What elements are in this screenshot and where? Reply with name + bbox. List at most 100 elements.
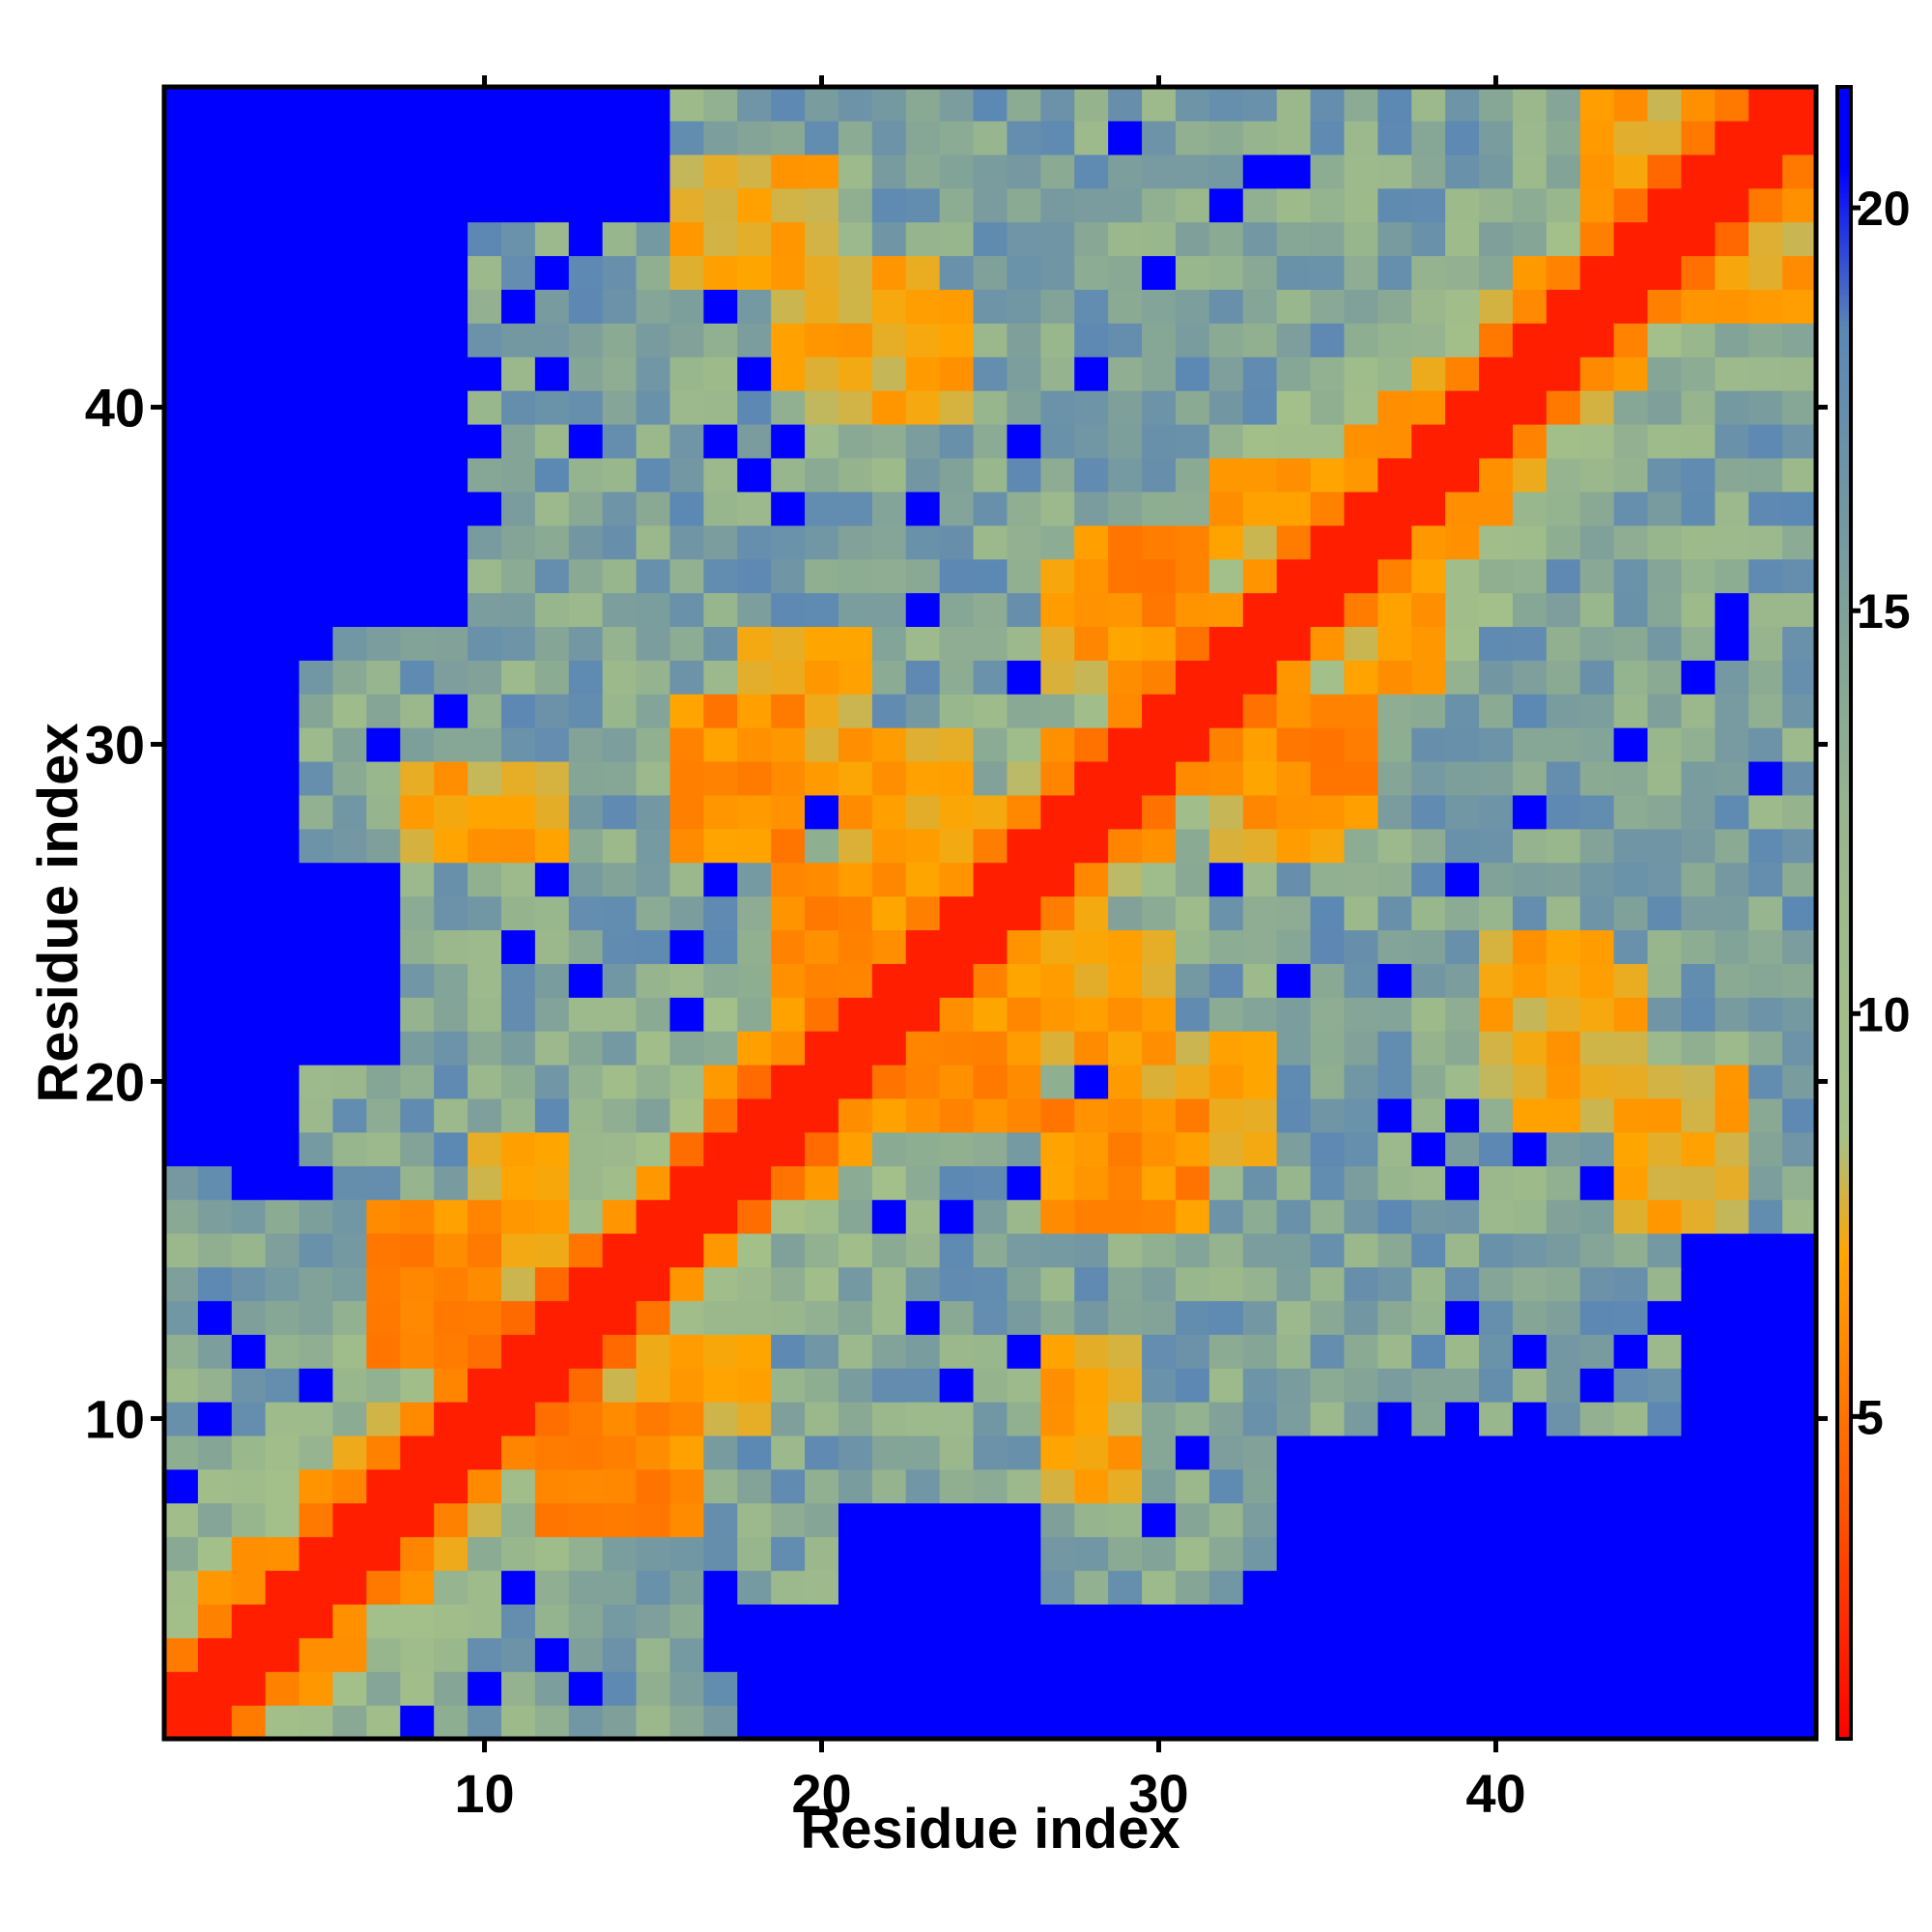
heatmap-cell xyxy=(1242,457,1278,493)
heatmap-cell xyxy=(805,929,839,964)
heatmap-cell xyxy=(265,727,300,762)
heatmap-cell xyxy=(1208,592,1244,627)
heatmap-cell xyxy=(805,423,839,459)
heatmap-cell xyxy=(1512,1131,1548,1167)
heatmap-cell xyxy=(1142,727,1177,762)
heatmap-cell xyxy=(1715,1705,1749,1740)
heatmap-cell xyxy=(332,1604,367,1638)
heatmap-cell xyxy=(1613,1233,1649,1268)
heatmap-cell xyxy=(636,1300,671,1335)
heatmap-cell xyxy=(1613,727,1649,762)
heatmap-cell xyxy=(434,1705,469,1740)
heatmap-cell xyxy=(1344,87,1378,122)
heatmap-cell xyxy=(669,660,704,695)
heatmap-cell xyxy=(1647,626,1683,661)
heatmap-cell xyxy=(1208,1604,1244,1638)
heatmap-cell xyxy=(1411,1199,1446,1235)
heatmap-cell xyxy=(434,221,469,257)
heatmap-cell xyxy=(1681,1334,1716,1369)
heatmap-cell xyxy=(534,828,570,864)
heatmap-cell xyxy=(434,727,469,762)
heatmap-cell xyxy=(636,1435,671,1470)
heatmap-cell xyxy=(871,221,907,257)
heatmap-cell xyxy=(1310,963,1346,998)
heatmap-cell xyxy=(1613,1097,1649,1133)
heatmap-cell xyxy=(805,1671,839,1706)
heatmap-cell xyxy=(1142,963,1177,998)
heatmap-cell xyxy=(197,1671,233,1706)
heatmap-cell xyxy=(1647,1334,1683,1369)
heatmap-cell xyxy=(703,997,738,1032)
heatmap-cell xyxy=(1512,1705,1548,1740)
heatmap-cell xyxy=(434,1570,469,1605)
heatmap-cell xyxy=(1074,120,1109,156)
heatmap-cell xyxy=(534,154,570,189)
heatmap-cell xyxy=(1647,1131,1683,1167)
heatmap-cell xyxy=(1142,1705,1177,1740)
heatmap-cell xyxy=(400,1233,435,1268)
heatmap-cell xyxy=(669,1131,704,1167)
heatmap-cell xyxy=(939,828,975,864)
heatmap-cell xyxy=(366,1705,401,1740)
heatmap-cell xyxy=(1242,390,1278,425)
heatmap-cell xyxy=(468,592,502,627)
heatmap-cell xyxy=(1208,221,1244,257)
heatmap-cell xyxy=(1108,1402,1143,1436)
heatmap-cell xyxy=(871,1334,907,1369)
heatmap-cell xyxy=(500,760,536,796)
heatmap-cell xyxy=(871,760,907,796)
heatmap-cell xyxy=(1647,255,1683,290)
heatmap-cell xyxy=(771,356,806,391)
heatmap-cell xyxy=(400,895,435,931)
heatmap-cell xyxy=(164,457,199,493)
heatmap-cell xyxy=(1445,1165,1480,1201)
heatmap-cell xyxy=(602,1300,638,1335)
heatmap-cell xyxy=(1344,1402,1378,1436)
heatmap-cell xyxy=(500,862,536,897)
heatmap-cell xyxy=(197,255,233,290)
heatmap-cell xyxy=(332,1065,367,1099)
heatmap-cell xyxy=(1748,457,1783,493)
heatmap-cell xyxy=(1681,1368,1716,1403)
heatmap-cell xyxy=(1681,1705,1716,1740)
heatmap-cell xyxy=(468,895,502,931)
heatmap-cell xyxy=(1074,1502,1109,1538)
heatmap-cell xyxy=(1782,963,1817,998)
heatmap-cell xyxy=(805,963,839,998)
heatmap-cell xyxy=(400,626,435,661)
heatmap-cell xyxy=(905,626,941,661)
heatmap-cell xyxy=(703,289,738,324)
heatmap-cell xyxy=(534,1334,570,1369)
heatmap-cell xyxy=(1175,626,1210,661)
heatmap-cell xyxy=(1208,255,1244,290)
heatmap-cell xyxy=(164,1165,199,1201)
heatmap-cell xyxy=(265,1131,300,1167)
heatmap-cell xyxy=(1276,1671,1312,1706)
heatmap-cell xyxy=(1782,1031,1817,1065)
heatmap-cell xyxy=(534,1536,570,1572)
heatmap-cell xyxy=(534,997,570,1032)
heatmap-cell xyxy=(871,1502,907,1538)
heatmap-cell xyxy=(1007,356,1041,391)
heatmap-cell xyxy=(1445,255,1480,290)
heatmap-cell xyxy=(1479,423,1514,459)
heatmap-cell xyxy=(669,1402,704,1436)
heatmap-cell xyxy=(602,1435,638,1470)
heatmap-cell xyxy=(737,1165,772,1201)
heatmap-cell xyxy=(1007,525,1041,560)
heatmap-cell xyxy=(737,727,772,762)
heatmap-cell xyxy=(400,929,435,964)
heatmap-cell xyxy=(1242,794,1278,830)
heatmap-cell xyxy=(905,87,941,122)
heatmap-cell xyxy=(534,1233,570,1268)
heatmap-cell xyxy=(602,1165,638,1201)
heatmap-cell xyxy=(1276,1435,1312,1470)
heatmap-cell xyxy=(737,289,772,324)
heatmap-cell xyxy=(771,1502,806,1538)
heatmap-cell xyxy=(973,1165,1009,1201)
heatmap-cell xyxy=(1310,727,1346,762)
heatmap-cell xyxy=(1512,626,1548,661)
heatmap-cell xyxy=(602,423,638,459)
heatmap-cell xyxy=(939,1065,975,1099)
heatmap-cell xyxy=(265,828,300,864)
